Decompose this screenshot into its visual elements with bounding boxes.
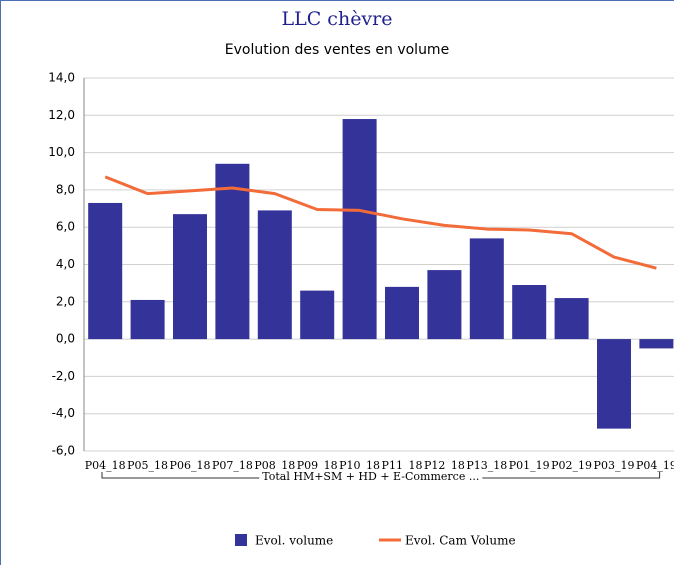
bar — [300, 290, 335, 340]
bar — [469, 238, 504, 340]
label-bg — [259, 470, 483, 483]
y-tick-label: 8,0 — [56, 182, 75, 196]
y-tick-label: 10,0 — [48, 145, 75, 159]
x-group-label: Total HM+SM + HD + E-Commerce ... — [262, 470, 479, 483]
y-tick-label: 4,0 — [56, 257, 75, 271]
legend-label: Evol. Cam Volume — [405, 534, 516, 548]
bar — [342, 119, 377, 340]
y-tick-label: -2,0 — [52, 369, 75, 383]
x-tick-label: P04_19 — [636, 459, 674, 472]
y-tick-label: -6,0 — [52, 444, 75, 458]
x-tick-label: P02_19 — [551, 459, 592, 472]
bar — [427, 270, 462, 340]
bar — [215, 163, 250, 340]
legend-label: Evol. volume — [255, 534, 333, 548]
legend-swatch — [235, 534, 247, 546]
x-tick-label: P03_19 — [594, 459, 635, 472]
bar — [554, 298, 589, 340]
bar — [257, 210, 292, 340]
x-tick-label: P05_18 — [127, 459, 168, 472]
bar — [512, 285, 547, 340]
bar — [88, 202, 123, 340]
x-tick-label: P13_18 — [466, 459, 507, 472]
bar — [173, 214, 207, 340]
y-tick-label: -4,0 — [52, 406, 75, 420]
bar — [130, 299, 165, 340]
y-tick-label: 6,0 — [56, 220, 75, 234]
chart-title: LLC chèvre — [282, 8, 393, 30]
chart-subtitle: Evolution des ventes en volume — [225, 42, 449, 58]
x-tick-label: P01_19 — [509, 459, 550, 472]
bar — [597, 339, 631, 429]
y-tick-label: 14,0 — [48, 71, 75, 85]
x-tick-label: P10_18 — [339, 459, 380, 472]
y-tick-label: 12,0 — [48, 108, 75, 122]
x-tick-label: P04_18 — [85, 459, 126, 472]
y-tick-label: 2,0 — [56, 294, 75, 308]
bar — [385, 286, 419, 340]
x-tick-label: P11_18 — [382, 459, 423, 472]
x-tick-label: P12_18 — [424, 459, 465, 472]
x-tick-label: P07_18 — [212, 459, 253, 472]
line — [104, 175, 657, 270]
x-tick-label: P06_18 — [170, 459, 211, 472]
x-tick-label: P08_18 — [254, 459, 295, 472]
y-tick-label: 0,0 — [56, 332, 75, 346]
bar — [639, 339, 674, 349]
x-tick-label: P09_18 — [297, 459, 338, 472]
